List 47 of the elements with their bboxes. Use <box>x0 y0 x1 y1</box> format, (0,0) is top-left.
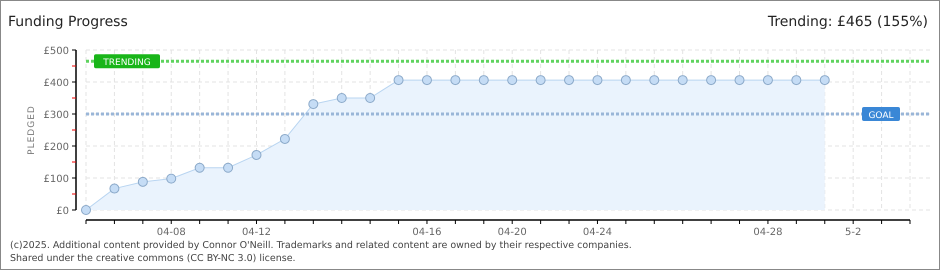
point <box>649 75 660 86</box>
point <box>706 75 716 86</box>
point <box>81 205 91 215</box>
y-tick-label: £0 <box>56 206 69 217</box>
y-tick-label: £100 <box>44 174 69 185</box>
point <box>109 184 120 194</box>
point <box>507 75 518 86</box>
text: Trending: £465 (155%) <box>766 14 928 30</box>
point <box>194 162 205 173</box>
point <box>620 75 631 86</box>
x-tick-label: 04-28 <box>753 227 782 238</box>
point <box>422 75 432 86</box>
x-tick-label: 04-08 <box>156 227 186 238</box>
point <box>308 99 318 110</box>
point <box>450 75 460 86</box>
y-tick-label: £500 <box>44 46 69 57</box>
point <box>223 162 234 173</box>
point <box>138 176 148 187</box>
point <box>365 93 376 103</box>
y-axis-title: PLEDGED <box>27 105 37 155</box>
point <box>791 75 802 86</box>
x-tick-label: 04-20 <box>498 227 527 238</box>
point <box>734 75 745 86</box>
point <box>166 174 176 184</box>
chart-title: Funding Progress <box>8 14 128 30</box>
x-tick-label: 04-12 <box>242 227 272 238</box>
point <box>536 75 546 86</box>
text: (c)2025. Additional content provided by Connor O'Neill. Trademarks and related content are owned by their respective companies. <box>10 240 632 251</box>
point <box>251 150 262 160</box>
point <box>478 75 489 86</box>
y-tick-label: £400 <box>44 78 69 89</box>
point <box>564 75 574 86</box>
y-tick-label: £200 <box>44 142 69 153</box>
point <box>592 75 602 86</box>
point <box>678 75 688 86</box>
point <box>280 134 290 144</box>
x-tick-label: 5-2 <box>845 227 862 238</box>
x-tick-label: 04-24 <box>582 227 612 238</box>
point <box>336 93 347 103</box>
point <box>394 75 404 86</box>
point <box>762 75 773 86</box>
x-tick-label: 04-16 <box>412 227 442 238</box>
text: Shared under the creative commons (CC BY-NC 3.0) license. <box>10 253 296 264</box>
ref-line-label: GOAL <box>868 111 894 121</box>
point <box>820 75 830 86</box>
ref-line-label: TRENDING <box>102 58 151 68</box>
y-tick-label: £300 <box>44 110 69 121</box>
